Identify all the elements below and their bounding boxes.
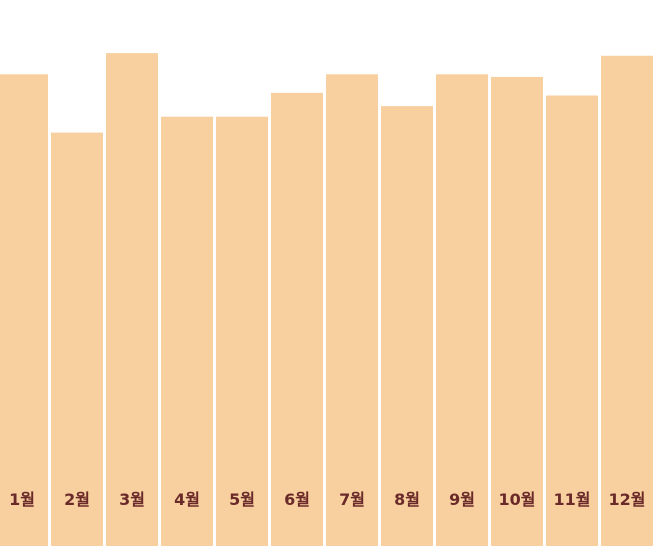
category-label-8: 8월: [394, 490, 420, 509]
category-label-9: 9월: [449, 490, 475, 509]
category-label-3: 3월: [119, 490, 145, 509]
bars-layer: [0, 53, 653, 546]
category-label-4: 4월: [174, 490, 200, 509]
category-label-10: 10월: [499, 490, 536, 509]
category-label-12: 12월: [609, 490, 646, 509]
category-labels-layer: 1월 2월 3월 4월 5월 6월 7월 8월 9월 10월 11월 12월: [9, 490, 645, 509]
category-label-6: 6월: [284, 490, 310, 509]
bar-10: [491, 76, 543, 546]
category-label-1: 1월: [9, 490, 35, 509]
bar-8: [381, 106, 433, 546]
bar-5: [216, 116, 268, 546]
category-label-7: 7월: [339, 490, 365, 509]
category-label-5: 5월: [229, 490, 255, 509]
bar-2: [51, 132, 103, 546]
category-label-2: 2월: [64, 490, 90, 509]
bar-7: [326, 74, 378, 546]
bar-4: [161, 116, 213, 546]
bar-11: [546, 95, 598, 546]
bar-3: [106, 53, 158, 546]
bar-1: [0, 74, 48, 546]
category-label-11: 11월: [554, 490, 591, 509]
bar-6: [271, 92, 323, 546]
bar-12: [601, 55, 653, 546]
bar-9: [436, 74, 488, 546]
